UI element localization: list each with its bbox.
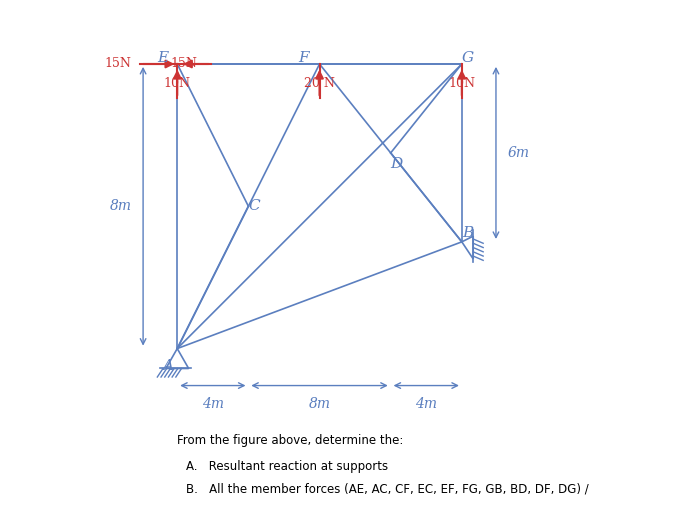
Text: 15N: 15N <box>105 58 132 71</box>
Text: A.   Resultant reaction at supports: A. Resultant reaction at supports <box>186 459 388 473</box>
Text: G: G <box>462 52 473 65</box>
Text: E: E <box>158 52 169 65</box>
Text: From the figure above, determine the:: From the figure above, determine the: <box>177 434 404 447</box>
Text: 10N: 10N <box>448 77 475 90</box>
Text: 20 N: 20 N <box>304 77 335 90</box>
Text: A: A <box>162 358 173 373</box>
Text: 4m: 4m <box>415 397 437 411</box>
Text: 4m: 4m <box>202 397 224 411</box>
Text: B: B <box>462 226 473 241</box>
Text: 8m: 8m <box>109 199 132 213</box>
Text: B.   All the member forces (AE, AC, CF, EC, EF, FG, GB, BD, DF, DG) /: B. All the member forces (AE, AC, CF, EC… <box>186 483 588 495</box>
Text: D: D <box>390 157 403 171</box>
Text: 10N: 10N <box>164 77 191 90</box>
Text: C: C <box>248 199 260 213</box>
Text: 6m: 6m <box>507 146 529 160</box>
Text: 8m: 8m <box>309 397 330 411</box>
Text: 15N: 15N <box>170 58 197 71</box>
Text: F: F <box>299 52 309 65</box>
